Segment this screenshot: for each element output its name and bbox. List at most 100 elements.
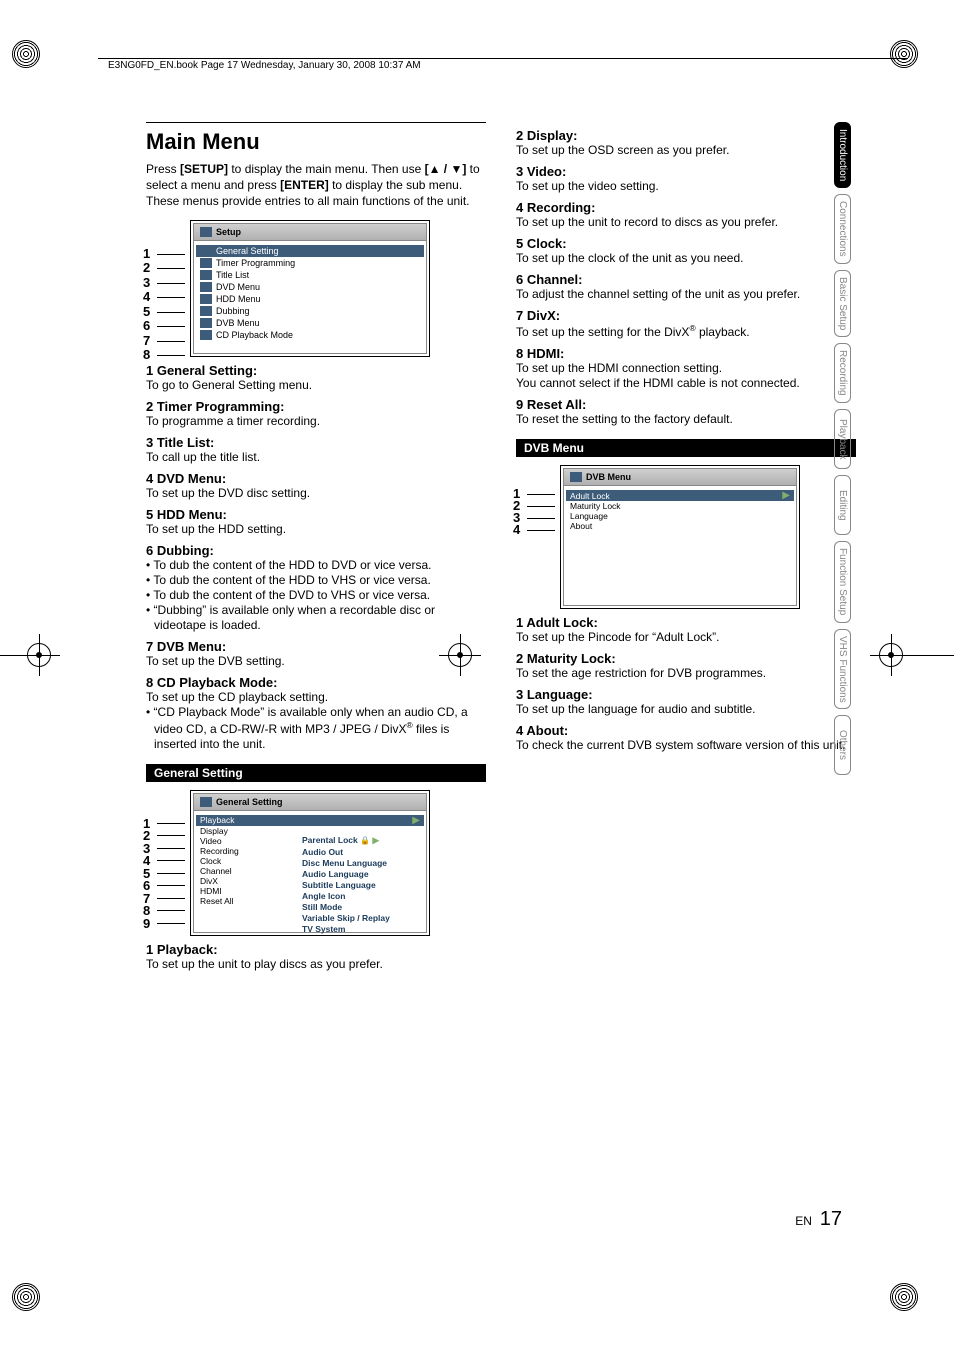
reg-donut-tr <box>890 40 918 68</box>
item: 8 HDMI:To set up the HDMI connection set… <box>516 346 856 391</box>
item-desc: To set up the Pincode for “Adult Lock”. <box>516 630 856 645</box>
gs-menu-title: General Setting <box>193 793 427 811</box>
menu-row-label: DVB Menu <box>216 318 420 328</box>
side-tab[interactable]: Function Setup <box>834 541 851 622</box>
item-head: 1 General Setting: <box>146 363 486 378</box>
item-head: 4 Recording: <box>516 200 856 215</box>
gs-subcol-row: Audio Out <box>302 847 390 858</box>
item: 7 DVB Menu:To set up the DVB setting. <box>146 639 486 669</box>
item-head: 7 DivX: <box>516 308 856 323</box>
item-head: 4 DVD Menu: <box>146 471 486 486</box>
lock-icon: 🔒 <box>360 836 370 845</box>
menu-number: 1 <box>143 247 150 262</box>
side-tab[interactable]: Basic Setup <box>834 270 851 337</box>
item: 5 Clock:To set up the clock of the unit … <box>516 236 856 266</box>
menu-number: 8 <box>143 904 150 917</box>
setup-icon <box>200 227 212 237</box>
item-desc: To set up the DVB setting. <box>146 654 486 669</box>
reg-donut-bl <box>12 1283 40 1311</box>
dvb-menu-title-text: DVB Menu <box>586 472 631 482</box>
gs-subcol-row: Disc Menu Language <box>302 858 390 869</box>
reg-donut-br <box>890 1283 918 1311</box>
gs-subcol-row: Audio Language <box>302 869 390 880</box>
side-tabs: Introduction Connections Basic Setup Record… <box>834 122 894 781</box>
item-desc: To set the age restriction for DVB progr… <box>516 666 856 681</box>
setup-menu-row: Title List <box>196 269 424 281</box>
item-desc: To check the current DVB system software… <box>516 738 856 753</box>
gs-menu-numbers: 123456789 <box>143 817 150 930</box>
item-bullet: “CD Playback Mode” is available only whe… <box>146 705 486 752</box>
gs-menu-body: Playback▶DisplayVideoRecordingClockChann… <box>193 811 427 933</box>
item: 4 About:To check the current DVB system … <box>516 723 856 753</box>
item-desc: To reset the setting to the factory defa… <box>516 412 856 427</box>
item: 6 Channel:To adjust the channel setting … <box>516 272 856 302</box>
menu-row-label: Dubbing <box>216 306 420 316</box>
menu-row-label: About <box>570 521 790 531</box>
setup-menu-row: Timer Programming <box>196 257 424 269</box>
side-tab[interactable]: Playback <box>834 409 851 469</box>
item-bullet: To dub the content of the HDD to DVD or … <box>146 558 486 573</box>
reg-line-right <box>906 655 954 656</box>
menu-row-icon <box>200 318 212 328</box>
menu-row-icon <box>200 246 212 256</box>
setup-menu-row: DVB Menu <box>196 317 424 329</box>
side-tab[interactable]: Connections <box>834 194 851 264</box>
setup-menu-row: Dubbing <box>196 305 424 317</box>
setup-menu-row: DVD Menu <box>196 281 424 293</box>
side-tab[interactable]: Recording <box>834 343 851 403</box>
item-head: 5 Clock: <box>516 236 856 251</box>
page-title: Main Menu <box>146 122 486 155</box>
item-desc: You cannot select if the HDMI cable is n… <box>516 376 856 391</box>
menu-row-label: Timer Programming <box>216 258 420 268</box>
side-tab[interactable]: Editing <box>834 475 851 535</box>
subcol-arrow: ▶ <box>372 835 379 845</box>
gs-icon <box>200 797 212 807</box>
main-item-list: 1 General Setting:To go to General Setti… <box>146 363 486 752</box>
gs-subcol-row: Subtitle Language <box>302 880 390 891</box>
item: 8 CD Playback Mode:To set up the CD play… <box>146 675 486 752</box>
menu-number: 3 <box>143 276 150 291</box>
menu-row-label: CD Playback Mode <box>216 330 420 340</box>
dvb-menu-row: Adult Lock▶ <box>566 490 794 501</box>
item: 1 Adult Lock:To set up the Pincode for “… <box>516 615 856 645</box>
item-desc: To set up the video setting. <box>516 179 856 194</box>
item-head: 8 CD Playback Mode: <box>146 675 486 690</box>
gs-subcol-row: Parental Lock 🔒 ▶ <box>302 835 390 847</box>
menu-row-label: DVD Menu <box>216 282 420 292</box>
item-head: 1 Adult Lock: <box>516 615 856 630</box>
gs-subcol-row: Still Mode <box>302 902 390 913</box>
item-desc: To set up the OSD screen as you prefer. <box>516 143 856 158</box>
gs-menu-title-text: General Setting <box>216 797 283 807</box>
side-tab[interactable]: Introduction <box>834 122 851 188</box>
dvb-menu-title: DVB Menu <box>563 468 797 486</box>
side-tab[interactable]: VHS Functions <box>834 629 851 710</box>
item-desc: To set up the CD playback setting. <box>146 690 486 705</box>
left-column: Main Menu Press [SETUP] to display the m… <box>146 122 486 972</box>
side-tab[interactable]: Others <box>834 715 851 775</box>
menu-row-label: Adult Lock <box>570 491 778 501</box>
gs-subcolumn: Parental Lock 🔒 ▶Audio OutDisc Menu Lang… <box>302 835 390 935</box>
setup-menu-row: HDD Menu <box>196 293 424 305</box>
item-bullets: “CD Playback Mode” is available only whe… <box>146 705 486 752</box>
item-desc: To go to General Setting menu. <box>146 378 486 393</box>
item-desc: To set up the unit to play discs as you … <box>146 957 486 972</box>
dvb-menu-row: Maturity Lock <box>566 501 794 511</box>
setup-menu-title-text: Setup <box>216 227 241 237</box>
menu-row-label: Maturity Lock <box>570 501 790 511</box>
menu-number: 2 <box>143 261 150 276</box>
reg-crosshair-left <box>24 640 54 670</box>
menu-row-icon <box>200 270 212 280</box>
intro-bold: [ENTER] <box>280 178 329 192</box>
item-bullet: “Dubbing” is available only when a recor… <box>146 603 486 633</box>
dvb-menu-row: Language <box>566 511 794 521</box>
menu-number: 6 <box>143 879 150 892</box>
menu-row-label: Language <box>570 511 790 521</box>
menu-row-arrow: ▶ <box>412 815 420 826</box>
item-desc: To set up the language for audio and sub… <box>516 702 856 717</box>
footer-en: EN <box>795 1214 812 1228</box>
reg-donut-tl <box>12 40 40 68</box>
dvb-menu-numbers: 1234 <box>513 488 520 536</box>
item-desc: To set up the setting for the DivX® play… <box>516 323 856 340</box>
general-setting-bar: General Setting <box>146 764 486 782</box>
item: 3 Language:To set up the language for au… <box>516 687 856 717</box>
